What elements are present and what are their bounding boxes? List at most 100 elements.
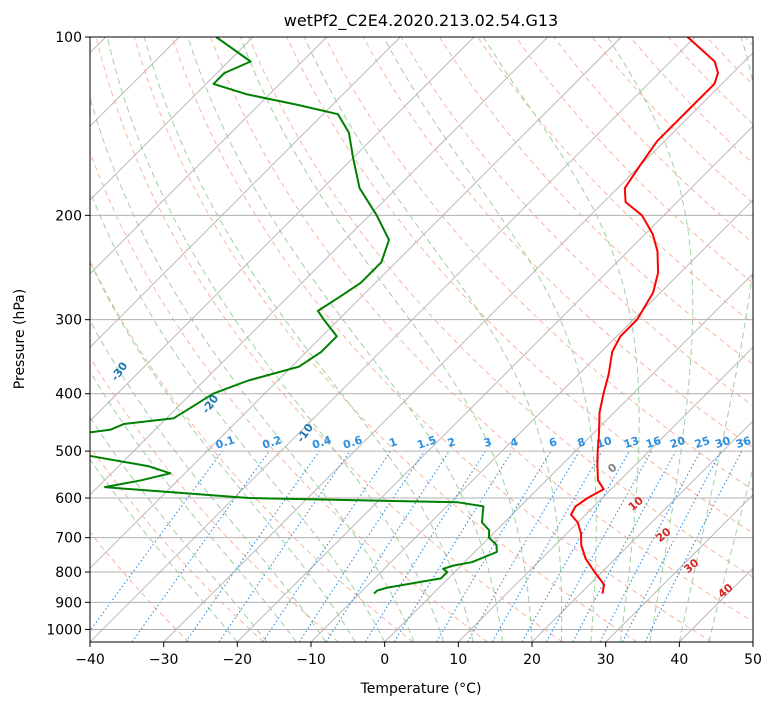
mixing-ratio-line [521, 450, 630, 642]
sounding-series [90, 37, 719, 595]
mixing-ratio-label: 0.6 [341, 433, 364, 451]
moist-adiabat-line [90, 260, 356, 642]
dry-adiabat-line [90, 531, 190, 642]
x-tick-label: −20 [223, 652, 253, 668]
isotherm-line [90, 37, 622, 569]
dry-adiabat-line [286, 37, 753, 534]
x-axis-ticks: −40 −30 −20 −10 0 10 20 30 40 50 [75, 642, 762, 668]
dewpoint-line [90, 37, 498, 595]
dry-adiabat-line [133, 37, 638, 642]
background-lines [90, 37, 753, 642]
y-tick-label: 400 [55, 387, 82, 403]
x-tick-label: −30 [149, 652, 179, 668]
moist-adiabat-line [383, 37, 597, 642]
mixing-ratio-label: 1 [388, 435, 399, 450]
dry-adiabat-line [515, 37, 753, 284]
mixing-ratio-label: 20 [668, 434, 687, 451]
isotherm-line [236, 125, 753, 642]
y-tick-label: 800 [55, 565, 82, 581]
x-tick-label: 30 [597, 652, 615, 668]
moist-adiabat-line [239, 37, 533, 642]
dry-adiabat-line [438, 37, 753, 366]
isotherm-line [384, 273, 753, 642]
moist-adiabat-line [90, 96, 415, 642]
x-tick-label: 0 [380, 652, 389, 668]
y-axis-label: Pressure (hPa) [12, 289, 28, 389]
temperature-line [570, 37, 719, 594]
mixing-ratio-line [262, 450, 392, 642]
mixing-ratio-line [298, 450, 425, 642]
moist-adiabat-line [303, 37, 563, 642]
dry-adiabat-line [90, 356, 339, 642]
moist-adiabat-line [143, 37, 474, 642]
y-tick-label: 1000 [46, 622, 82, 638]
x-tick-label: −10 [296, 652, 326, 668]
dry-adiabat-line [171, 37, 712, 642]
isotherm-line [90, 37, 328, 275]
moist-adiabat-line [90, 189, 386, 642]
isotherm-line [90, 37, 475, 422]
dry-adiabat-line [90, 445, 264, 642]
y-tick-label: 200 [55, 208, 82, 224]
dry-adiabat-line [95, 37, 563, 642]
mixing-ratio-line [131, 450, 270, 642]
mixing-ratio-label: 0.1 [214, 433, 237, 451]
chart-title: wetPf2_C2E4.2020.213.02.54.G13 [284, 11, 558, 31]
isotherm-line [90, 37, 549, 496]
dry-adiabat-line [400, 37, 753, 407]
x-tick-label: −40 [75, 652, 105, 668]
mixing-ratio-line [90, 450, 223, 632]
moist-adiabat-line [106, 37, 445, 642]
y-tick-label: 500 [55, 444, 82, 460]
moist-adiabat-line [678, 37, 753, 642]
x-tick-label: 20 [523, 652, 541, 668]
dry-adiabat-line [90, 150, 488, 642]
dry-adiabat-line [248, 37, 753, 578]
plot-background [90, 37, 753, 642]
mixing-ratio-label: 8 [576, 435, 587, 450]
isotherm-line [605, 494, 753, 642]
isotherm-line [752, 641, 753, 642]
mixing-ratio-line [218, 450, 351, 642]
plot-frame [89, 36, 754, 643]
mixing-ratio-label: 4 [509, 435, 521, 450]
isotherm-line [90, 37, 696, 642]
moist-adiabat-line [90, 416, 268, 642]
x-tick-label: 10 [449, 652, 467, 668]
moist-adiabat-line [187, 37, 503, 642]
moist-adiabat-line [708, 466, 753, 642]
mixing-ratio-label: 16 [644, 434, 663, 451]
y-tick-label: 300 [55, 313, 82, 329]
mixing-ratio-line [644, 450, 743, 642]
y-tick-label: 600 [55, 491, 82, 507]
mixing-ratio-line [325, 450, 450, 642]
x-tick-label: 40 [670, 652, 688, 668]
y-tick-label: 100 [55, 30, 82, 46]
mixing-ratio-line [185, 450, 320, 642]
x-axis-label: Temperature (°C) [360, 681, 482, 697]
mixing-ratio-label: 13 [622, 434, 641, 451]
isotherm-line [163, 52, 753, 642]
mixing-ratio-label: 30 [713, 434, 732, 451]
isotherm-line [531, 420, 753, 642]
y-tick-label: 700 [55, 531, 82, 547]
y-axis-ticks: 100 200 300 400 500 600 700 800 900 1000 [46, 30, 90, 638]
moist-adiabat-line [482, 37, 640, 642]
mixing-ratio-label: 0.4 [311, 433, 334, 451]
moist-adiabat-line [607, 37, 694, 642]
mixing-ratio-label: 25 [693, 434, 712, 451]
moist-adiabat-line [90, 319, 327, 642]
mixing-ratio-line [393, 450, 513, 642]
mixing-ratio-label: 1.5 [416, 433, 439, 451]
dry-adiabat-line [90, 259, 414, 642]
mixing-ratio-label: 0.2 [261, 433, 284, 451]
mixing-ratio-label: 2 [446, 435, 457, 450]
isotherm-line [90, 37, 401, 348]
x-tick-label: 50 [744, 652, 762, 668]
moist-adiabat-line [90, 370, 297, 642]
dry-adiabat-line [210, 37, 753, 623]
y-tick-label: 900 [55, 595, 82, 611]
isotherm-line [90, 37, 254, 201]
mixing-ratio-label: 6 [547, 435, 559, 450]
